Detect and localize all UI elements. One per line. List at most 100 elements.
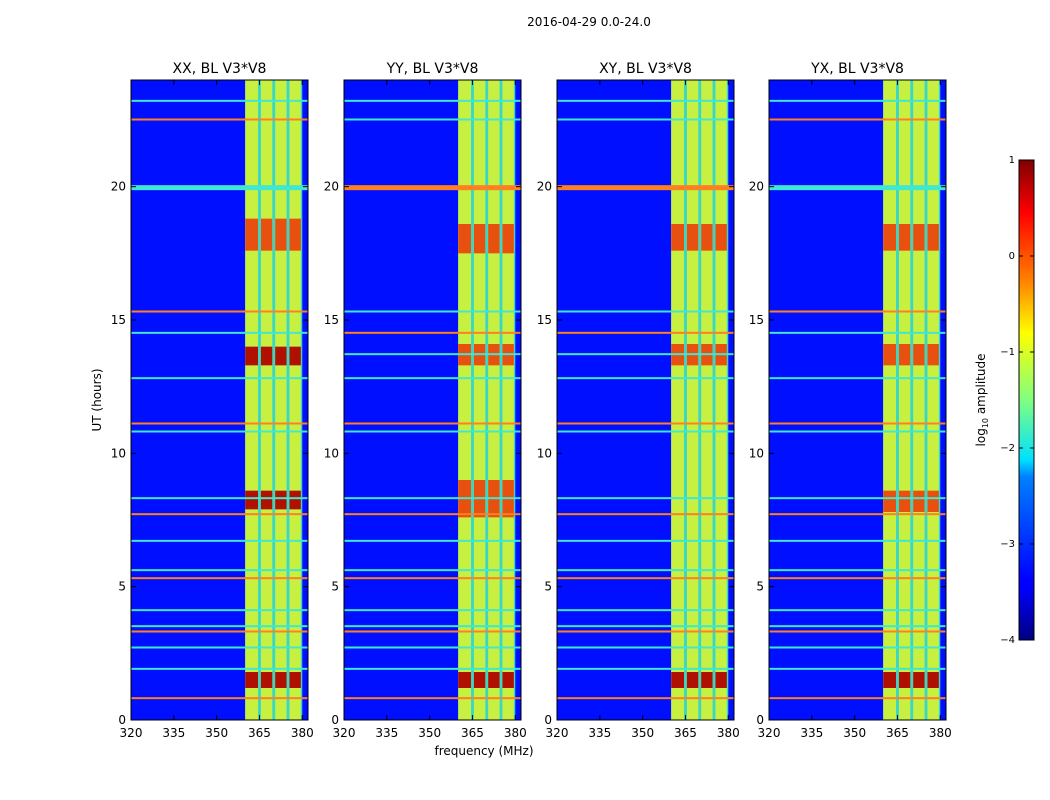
band-column [488,80,500,720]
rfi-row [344,185,521,191]
y-tick-label: 10 [111,446,126,460]
rfi-row [557,353,734,356]
hot-region [701,672,713,688]
x-tick-label: 350 [205,726,228,740]
band-column [701,80,713,720]
rfi-row [557,625,734,628]
y-tick-label: 15 [324,313,339,327]
rfi-row [344,430,521,433]
y-tick-label: 20 [324,180,339,194]
colorbar-label-main: log [974,428,988,446]
hot-region [715,224,727,251]
y-tick-label: 10 [324,446,339,460]
x-tick-label: 350 [843,726,866,740]
hot-region [883,672,897,688]
hot-region [289,672,301,688]
hot-region [927,224,939,251]
hot-region [927,672,939,688]
band-column [898,80,911,720]
rfi-row [557,377,734,380]
rfi-row [131,513,308,516]
hot-region [898,490,911,512]
x-tick-label: 335 [375,726,398,740]
panel-frame [556,79,735,721]
rfi-row [557,630,734,633]
hot-region [488,672,500,688]
colorbar-tick-label: 1 [1009,155,1015,166]
rfi-row [557,697,734,700]
rfi-row [557,609,734,612]
hot-region [883,224,897,251]
band-column [715,80,727,720]
x-tick-label: 365 [886,726,909,740]
rfi-row [769,630,946,633]
rfi-row [131,630,308,633]
band-column [671,80,685,720]
hot-region [898,224,911,251]
hot-region [883,490,897,512]
rfi-row [344,310,521,313]
rfi-row [769,577,946,580]
rfi-row [131,185,308,191]
rfi-row [344,422,521,425]
rfi-row [344,497,521,500]
rfi-row [344,569,521,572]
band-column [245,80,259,720]
x-tick-label: 350 [418,726,441,740]
y-tick-label: 0 [331,713,339,727]
x-tick-label: 320 [333,726,356,740]
rfi-row [131,625,308,628]
rfi-row [769,667,946,670]
hot-region [686,672,699,688]
hot-region [502,224,514,254]
x-axis-label: frequency (MHz) [434,744,533,758]
colorbar-tick-label: −3 [1000,539,1015,550]
rfi-row [131,646,308,649]
band-column [275,80,287,720]
hot-region [898,344,911,366]
rfi-row [344,577,521,580]
rfi-row [344,630,521,633]
rfi-row [557,99,734,102]
y-axis-label: UT (hours) [90,368,104,431]
x-tick-label: 320 [546,726,569,740]
rfi-row [344,609,521,612]
y-tick-label: 15 [537,313,552,327]
panel-2: YY, BL V3*V8 320 335 350 365 380 0 5 10 15 20 [324,61,527,740]
colorbar-tick-label: 0 [1009,251,1015,262]
rfi-row [769,497,946,500]
hot-region [913,490,925,512]
hot-region [260,346,273,366]
rfi-row [344,99,521,102]
band-column [686,80,699,720]
hot-region [275,218,287,251]
rfi-row [557,118,734,121]
panel-title: YX, BL V3*V8 [810,61,904,77]
y-tick-label: 15 [749,313,764,327]
x-tick-label: 380 [717,726,740,740]
rfi-row [769,99,946,102]
band-column [260,80,273,720]
rfi-row [769,539,946,542]
hot-region [275,672,287,688]
hot-region [245,672,259,688]
y-tick-label: 5 [544,580,552,594]
band-column [458,80,472,720]
hot-region [458,672,472,688]
hot-region [260,490,273,510]
band-column [913,80,925,720]
rfi-row [131,377,308,380]
hot-region [289,346,301,366]
x-tick-label: 380 [504,726,527,740]
rfi-row [557,185,734,191]
hot-region [289,490,301,510]
rfi-row [557,430,734,433]
colorbar-label-rest: amplitude [974,354,988,418]
rfi-row [769,697,946,700]
rfi-row [344,118,521,121]
x-tick-label: 320 [120,726,143,740]
hot-region [289,218,301,251]
band-column [289,80,301,720]
